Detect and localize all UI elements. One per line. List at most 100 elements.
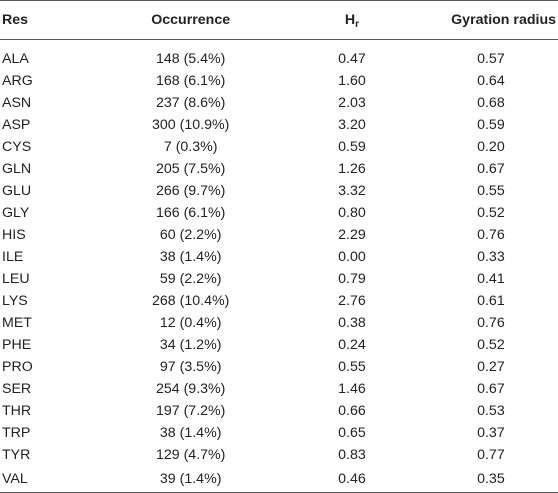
table-row: TRP 38 (1.4%) 0.65 0.37 (0, 422, 558, 444)
cell-res: TRP (2, 425, 31, 441)
table-row: ALA 148 (5.4%) 0.47 0.57 (0, 40, 558, 71)
cell-hr: 2.29 (338, 227, 366, 243)
header-gyration: Gyration radius (423, 0, 558, 40)
cell-gyration: 0.55 (477, 183, 505, 199)
cell-hr: 0.55 (338, 359, 366, 375)
cell-res: ALA (2, 51, 29, 67)
cell-occurrence: 39 (1.4%) (101, 466, 281, 493)
cell-occurrence: 59 (2.2%) (159, 271, 222, 287)
cell-res: GLY (2, 205, 30, 221)
table-row: PRO 97 (3.5%) 0.55 0.27 (0, 356, 558, 378)
cell-gyration: 0.76 (477, 315, 505, 331)
header-row: Res Occurrence Hr Gyration radius (0, 0, 558, 40)
table-row: ASP 300 (10.9%) 3.20 0.59 (0, 114, 558, 136)
cell-occurrence: 38 (1.4%) (159, 249, 222, 265)
cell-gyration: 0.33 (477, 249, 505, 265)
cell-res: GLU (2, 183, 32, 199)
cell-res: PHE (2, 337, 32, 353)
cell-hr: 0.65 (338, 425, 366, 441)
cell-occurrence: 166 (6.1%) (155, 205, 226, 221)
cell-hr: 3.20 (338, 117, 366, 133)
cell-gyration: 0.67 (477, 161, 505, 177)
cell-hr: 0.79 (338, 271, 366, 287)
cell-hr: 1.46 (338, 381, 366, 397)
table-row: ASN 237 (8.6%) 2.03 0.68 (0, 92, 558, 114)
table-row: THR 197 (7.2%) 0.66 0.53 (0, 400, 558, 422)
cell-occurrence: 97 (3.5%) (159, 359, 222, 375)
cell-gyration: 0.53 (477, 403, 505, 419)
cell-occurrence: 7 (0.3%) (163, 139, 218, 155)
cell-hr: 1.60 (338, 73, 366, 89)
cell-gyration: 0.52 (477, 337, 505, 353)
cell-res: ARG (2, 73, 33, 89)
cell-gyration: 0.37 (477, 425, 505, 441)
cell-occurrence: 148 (5.4%) (155, 51, 226, 67)
cell-hr: 0.46 (280, 466, 424, 493)
cell-hr: 2.76 (338, 293, 366, 309)
cell-hr: 0.66 (338, 403, 366, 419)
cell-gyration: 0.77 (477, 447, 505, 463)
cell-occurrence: 197 (7.2%) (155, 403, 226, 419)
cell-hr: 0.47 (338, 51, 366, 67)
header-res: Res (0, 0, 102, 40)
cell-res: GLN (2, 161, 32, 177)
cell-gyration: 0.20 (477, 139, 505, 155)
header-hr-main: H (344, 12, 356, 28)
table-row: LEU 59 (2.2%) 0.79 0.41 (0, 268, 558, 290)
cell-res: CYS (2, 139, 32, 155)
table-row: MET 12 (0.4%) 0.38 0.76 (0, 312, 558, 334)
cell-gyration: 0.61 (477, 293, 505, 309)
table-body: ALA 148 (5.4%) 0.47 0.57 ARG 168 (6.1%) 1.60 0.… (0, 40, 558, 493)
cell-occurrence: 60 (2.2%) (159, 227, 222, 243)
header-hr-sub: r (355, 19, 360, 30)
cell-hr: 3.32 (338, 183, 366, 199)
cell-hr: 0.59 (338, 139, 366, 155)
cell-occurrence: 205 (7.5%) (155, 161, 226, 177)
table-row: TYR 129 (4.7%) 0.83 0.77 (0, 444, 558, 466)
cell-res: MET (2, 315, 32, 331)
cell-res: ASN (2, 95, 32, 111)
table-row: HIS 60 (2.2%) 2.29 0.76 (0, 224, 558, 246)
cell-gyration: 0.64 (477, 73, 505, 89)
cell-gyration: 0.35 (423, 466, 558, 493)
cell-hr: 0.38 (338, 315, 366, 331)
cell-occurrence: 266 (9.7%) (155, 183, 226, 199)
cell-res: PRO (2, 359, 33, 375)
cell-gyration: 0.27 (477, 359, 505, 375)
cell-res: LYS (2, 293, 28, 309)
cell-res: HIS (2, 227, 26, 243)
table-row: PHE 34 (1.2%) 0.24 0.52 (0, 334, 558, 356)
cell-gyration: 0.57 (477, 51, 505, 67)
table-row: GLN 205 (7.5%) 1.26 0.67 (0, 158, 558, 180)
cell-hr: 0.83 (338, 447, 366, 463)
cell-occurrence: 129 (4.7%) (155, 447, 226, 463)
cell-hr: 1.26 (338, 161, 366, 177)
cell-hr: 0.24 (338, 337, 366, 353)
table-header: Res Occurrence Hr Gyration radius (0, 0, 558, 40)
cell-occurrence: 168 (6.1%) (155, 73, 226, 89)
cell-occurrence: 237 (8.6%) (155, 95, 226, 111)
cell-occurrence: 300 (10.9%) (152, 117, 230, 133)
cell-hr: 0.80 (338, 205, 366, 221)
cell-gyration: 0.59 (477, 117, 505, 133)
cell-gyration: 0.67 (477, 381, 505, 397)
table-row: SER 254 (9.3%) 1.46 0.67 (0, 378, 558, 400)
cell-res: TYR (2, 447, 31, 463)
cell-res: THR (2, 403, 32, 419)
header-hr: Hr (280, 0, 424, 40)
table-row: ARG 168 (6.1%) 1.60 0.64 (0, 70, 558, 92)
cell-gyration: 0.76 (477, 227, 505, 243)
cell-gyration: 0.41 (477, 271, 505, 287)
cell-hr: 0.00 (338, 249, 366, 265)
cell-occurrence: 12 (0.4%) (159, 315, 222, 331)
cell-hr: 2.03 (338, 95, 366, 111)
cell-res: VAL (0, 466, 102, 493)
cell-gyration: 0.68 (477, 95, 505, 111)
cell-occurrence: 38 (1.4%) (159, 425, 222, 441)
cell-res: ILE (2, 249, 24, 265)
table-row: GLU 266 (9.7%) 3.32 0.55 (0, 180, 558, 202)
header-occurrence: Occurrence (101, 0, 281, 40)
table-row: CYS 7 (0.3%) 0.59 0.20 (0, 136, 558, 158)
